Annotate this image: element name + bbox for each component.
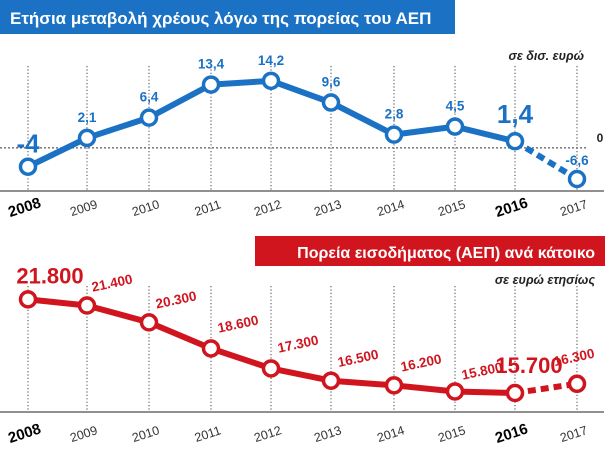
series-line-segment xyxy=(452,123,518,145)
data-label: 18.600 xyxy=(216,312,260,335)
x-tick-label: 2017 xyxy=(558,197,589,219)
series-line-segment xyxy=(84,302,152,326)
data-label: 16.300 xyxy=(552,346,596,369)
x-tick-label: 2013 xyxy=(312,423,343,445)
data-point xyxy=(445,117,465,136)
data-point xyxy=(505,131,525,151)
data-label: 17.300 xyxy=(276,332,320,355)
data-point xyxy=(18,290,38,309)
data-point xyxy=(201,339,221,358)
series-line-segment xyxy=(391,123,458,138)
data-point xyxy=(321,371,341,390)
series-line-segment xyxy=(391,382,458,395)
data-point xyxy=(567,374,587,394)
data-label: 20.300 xyxy=(154,288,198,311)
data-point xyxy=(384,125,404,144)
x-tick-label: 2014 xyxy=(375,423,406,445)
debt-chart-unit-label: σε δισ. ευρώ xyxy=(509,49,585,63)
data-label: 15.700 xyxy=(495,353,562,378)
data-label: 4,5 xyxy=(446,99,465,114)
series-line-segment xyxy=(208,77,274,88)
x-tick-label: 2015 xyxy=(436,197,467,219)
x-tick-label: 2016 xyxy=(493,194,530,220)
series-line-segment xyxy=(208,345,274,372)
data-point xyxy=(139,313,159,332)
data-label: 16.200 xyxy=(399,351,443,374)
data-label: -6,6 xyxy=(565,153,589,168)
series-line-segment xyxy=(268,77,334,106)
income-chart-title: Πορεία εισοδήματος (ΑΕΠ) ανά κάτοικο xyxy=(297,245,595,262)
data-point xyxy=(201,75,221,94)
series-line-segment xyxy=(146,319,214,352)
data-point xyxy=(77,128,97,148)
debt-chart-header-bar xyxy=(0,0,455,34)
series-line-segment xyxy=(25,134,90,170)
data-label: 6,4 xyxy=(140,90,159,105)
data-point xyxy=(321,93,341,112)
series-line-segment xyxy=(328,377,397,389)
data-point xyxy=(18,157,38,176)
x-tick-label: 2014 xyxy=(375,197,406,219)
x-tick-label: 2012 xyxy=(252,197,283,219)
data-label: 16.500 xyxy=(336,347,380,370)
income-chart: Πορεία εισοδήματος (ΑΕΠ) ανά κάτοικο σε … xyxy=(0,236,605,447)
debt-change-chart: Ετήσια μεταβολή χρέους λόγω της πορείας … xyxy=(0,0,604,221)
x-tick-label: 2011 xyxy=(193,197,223,219)
data-point xyxy=(261,71,281,91)
x-tick-label: 2010 xyxy=(130,423,161,445)
x-tick-label: 2008 xyxy=(6,420,43,446)
x-tick-label: 2015 xyxy=(436,423,467,445)
series-line-segment xyxy=(84,114,152,141)
data-label: 1,4 xyxy=(497,99,534,129)
data-label: 21.400 xyxy=(90,271,134,294)
data-point xyxy=(139,108,159,127)
data-point xyxy=(261,359,281,378)
x-tick-label: 2011 xyxy=(193,423,223,445)
x-tick-label: 2010 xyxy=(130,197,161,219)
series-line-segment xyxy=(268,365,334,384)
data-label: 9,6 xyxy=(322,75,341,90)
zero-label: 0 xyxy=(597,131,604,145)
data-point xyxy=(505,383,525,403)
data-label: 2,1 xyxy=(78,110,97,125)
data-label: 2,8 xyxy=(385,107,404,122)
data-point xyxy=(384,376,404,395)
data-label: 13,4 xyxy=(198,57,225,72)
series-line-segment xyxy=(328,99,397,138)
series-line-segment xyxy=(452,388,518,396)
income-chart-unit-label: σε ευρώ ετησίως xyxy=(495,273,596,287)
income-chart-header-bar xyxy=(255,236,605,266)
x-tick-label: 2009 xyxy=(68,423,99,445)
x-tick-label: 2012 xyxy=(252,423,283,445)
data-point xyxy=(567,169,587,189)
series-line-segment xyxy=(25,296,90,309)
x-tick-label: 2013 xyxy=(312,197,343,219)
x-tick-label: 2009 xyxy=(68,197,99,219)
data-label: 21.800 xyxy=(16,263,83,288)
series-line-segment xyxy=(514,380,578,396)
series-line-segment xyxy=(146,81,214,121)
data-label: -4 xyxy=(16,129,40,159)
data-point xyxy=(77,296,97,315)
data-point xyxy=(445,382,465,401)
x-tick-label: 2016 xyxy=(493,420,530,446)
x-tick-label: 2008 xyxy=(6,194,43,220)
x-tick-label: 2017 xyxy=(558,423,589,445)
data-label: 14,2 xyxy=(258,53,284,68)
debt-chart-title: Ετήσια μεταβολή χρέους λόγω της πορείας … xyxy=(10,9,431,28)
